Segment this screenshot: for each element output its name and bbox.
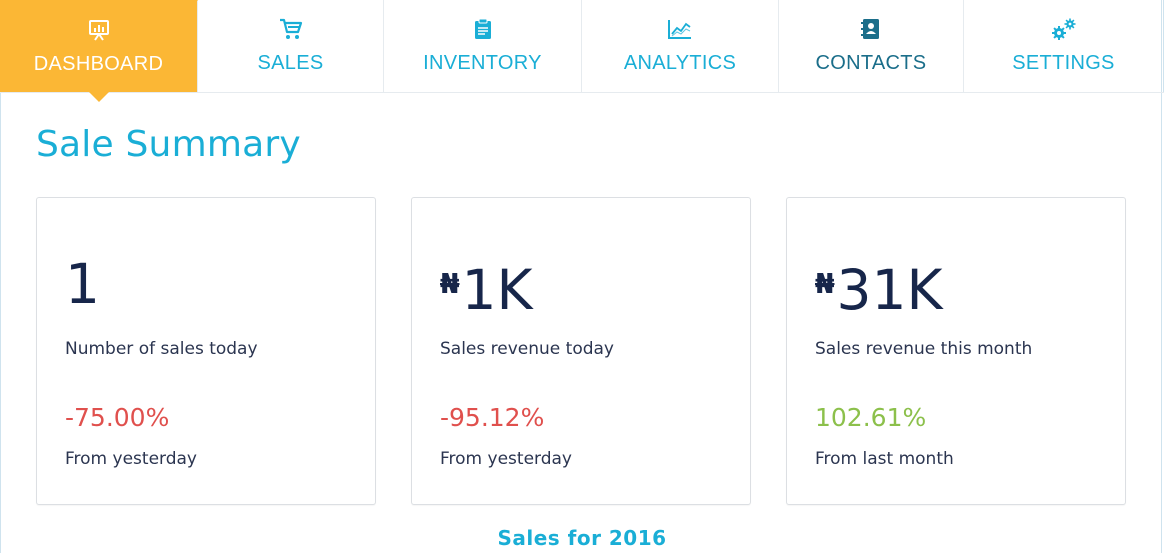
tab-dashboard[interactable]: DASHBOARD <box>0 0 198 102</box>
line-chart-icon <box>667 17 693 41</box>
tab-sales[interactable]: SALES <box>198 0 384 92</box>
stat-compare: From yesterday <box>440 449 572 469</box>
address-book-icon <box>860 17 882 41</box>
stat-card-revenue-today: ₦ 1K Sales revenue today -95.12% From ye… <box>411 197 751 505</box>
tab-contacts-label: CONTACTS <box>815 52 927 74</box>
stat-number: 1K <box>461 258 533 322</box>
shopping-cart-icon <box>279 17 303 41</box>
naira-currency-icon: ₦ <box>440 267 460 300</box>
gears-icon <box>1051 17 1077 41</box>
tab-inventory-label: INVENTORY <box>423 52 542 74</box>
naira-currency-icon: ₦ <box>815 267 835 300</box>
tab-sales-label: SALES <box>257 52 324 74</box>
chart-title: Sales for 2016 <box>497 526 667 550</box>
stat-change: 102.61% <box>815 403 927 432</box>
tab-dashboard-label: DASHBOARD <box>33 53 164 75</box>
stat-value: ₦ 31K <box>815 252 943 322</box>
stat-value: ₦ 1K <box>440 252 533 322</box>
tab-analytics-label: ANALYTICS <box>623 52 737 74</box>
tab-analytics[interactable]: ANALYTICS <box>582 0 779 92</box>
stat-value: 1 <box>65 252 100 316</box>
stat-card-sales-count: 1 Number of sales today -75.00% From yes… <box>36 197 376 505</box>
stat-compare: From last month <box>815 449 954 469</box>
tab-contacts[interactable]: CONTACTS <box>779 0 964 92</box>
stat-card-revenue-month: ₦ 31K Sales revenue this month 102.61% F… <box>786 197 1126 505</box>
page-title: Sale Summary <box>36 124 301 165</box>
stat-caption: Sales revenue this month <box>815 339 1033 359</box>
stat-caption: Number of sales today <box>65 339 258 359</box>
main-nav: DASHBOARD SALES INVENTORY <box>0 0 1164 102</box>
stat-caption: Sales revenue today <box>440 339 614 359</box>
stat-change: -75.00% <box>65 403 170 432</box>
stat-compare: From yesterday <box>65 449 197 469</box>
clipboard-icon <box>474 17 492 41</box>
presentation-chart-icon <box>88 18 110 42</box>
stat-number: 1 <box>65 252 100 316</box>
stat-number: 31K <box>836 258 943 322</box>
tab-inventory[interactable]: INVENTORY <box>384 0 582 92</box>
tab-settings[interactable]: SETTINGS <box>964 0 1164 92</box>
tab-settings-label: SETTINGS <box>1012 52 1115 74</box>
stat-change: -95.12% <box>440 403 545 432</box>
